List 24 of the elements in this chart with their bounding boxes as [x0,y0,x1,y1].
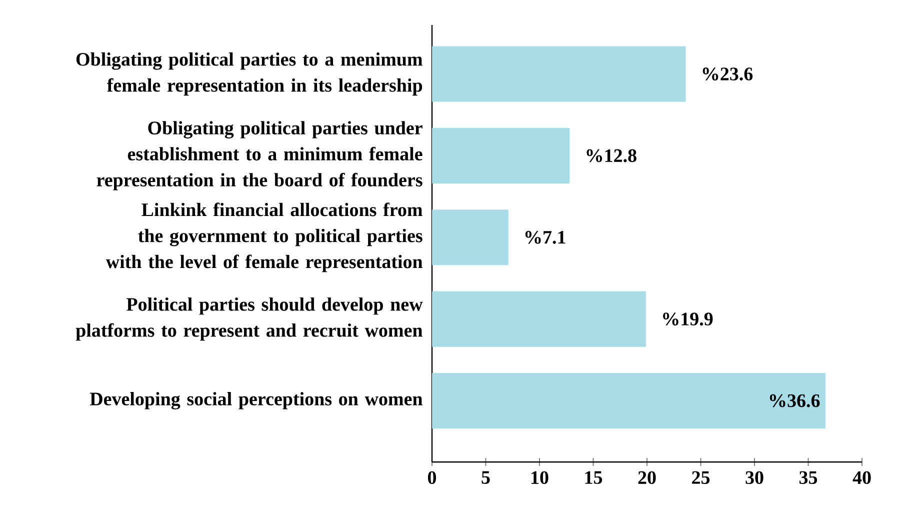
data-label: %7.1 [525,230,566,244]
bar [432,291,646,347]
x-tick-label: 35 [799,471,818,484]
x-tick-label: 10 [532,471,548,484]
bar [432,372,826,429]
bar [432,128,570,184]
y-tick-label: Political parties should develop new platforms to represent and recruit women [76,297,423,341]
data-label: %23.6 [702,68,753,80]
x-tick-label: 20 [638,471,656,484]
x-tick-label: 30 [746,471,764,484]
bar [432,210,508,266]
data-label: %19.9 [663,312,713,326]
y-tick-label: Obligating political parties to a menimum female representation in its leadership [76,52,422,96]
x-tick-label: 5 [482,471,490,484]
data-label: %12.8 [586,149,636,162]
bar [432,46,686,102]
y-tick-label: Developing social perceptions on women [90,392,423,410]
y-tick-label: Linkink financial allocations from the government to political parties with the level of female representation [106,202,423,272]
x-tick-label: 40 [852,471,871,484]
data-label: %36.6 [770,394,820,408]
x-tick-label: 0 [428,471,436,484]
x-tick-label: 15 [585,471,602,484]
y-tick-label: Obligating political parties under establishment to a minimum female representation in the board of founders [96,121,422,190]
x-tick-label: 25 [692,471,710,484]
